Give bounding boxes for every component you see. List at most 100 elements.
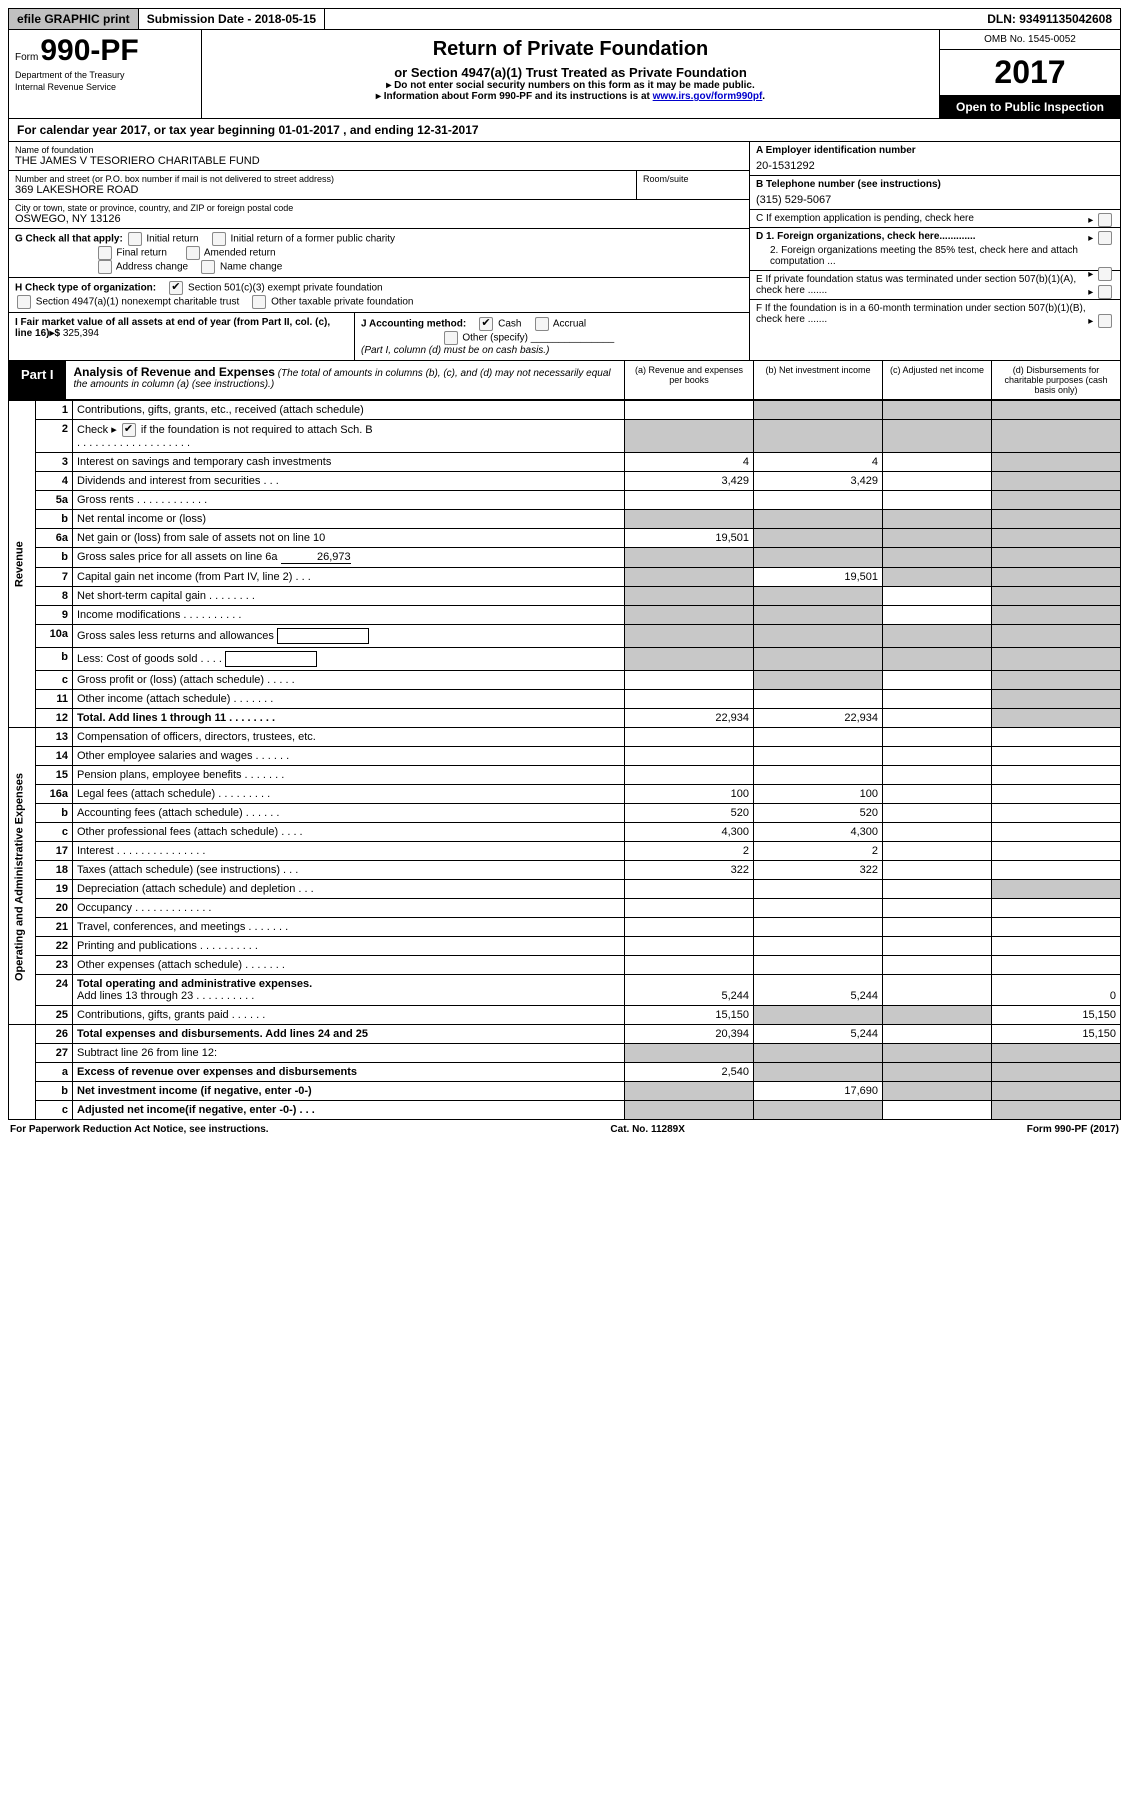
g-opt-4: Address change	[116, 262, 188, 273]
table-row: c Adjusted net income(if negative, enter…	[9, 1101, 1121, 1120]
row-desc: Income modifications . . . . . . . . . .	[73, 606, 625, 625]
e-checkbox[interactable]	[1098, 285, 1112, 299]
city-value: OSWEGO, NY 13126	[15, 213, 743, 225]
f-label: F If the foundation is in a 60-month ter…	[756, 303, 1086, 325]
row-desc: Subtract line 26 from line 12:	[73, 1044, 625, 1063]
row-desc: Contributions, gifts, grants, etc., rece…	[73, 401, 625, 420]
h-other-checkbox[interactable]	[252, 295, 266, 309]
row-num: 1	[36, 401, 73, 420]
row-desc: Other employee salaries and wages . . . …	[73, 747, 625, 766]
table-row: 21 Travel, conferences, and meetings . .…	[9, 918, 1121, 937]
cell-c	[883, 401, 992, 420]
part1-title: Analysis of Revenue and Expenses (The to…	[66, 361, 624, 399]
f-cell: F If the foundation is in a 60-month ter…	[750, 300, 1120, 328]
j-other-checkbox[interactable]	[444, 331, 458, 345]
row-desc: Legal fees (attach schedule) . . . . . .…	[73, 785, 625, 804]
row-desc: Interest . . . . . . . . . . . . . . .	[73, 842, 625, 861]
form-header: Form 990-PF Department of the Treasury I…	[8, 30, 1121, 119]
cell-d: 0	[992, 975, 1121, 1006]
footer-left: For Paperwork Reduction Act Notice, see …	[10, 1124, 269, 1135]
j-accrual-checkbox[interactable]	[535, 317, 549, 331]
row-desc: Taxes (attach schedule) (see instruction…	[73, 861, 625, 880]
g-amended-checkbox[interactable]	[186, 246, 200, 260]
row-desc: Depreciation (attach schedule) and deple…	[73, 880, 625, 899]
cell-a: 520	[625, 804, 754, 823]
instructions-link[interactable]: www.irs.gov/form990pf	[653, 91, 763, 102]
row-num: b	[36, 804, 73, 823]
schb-checkbox[interactable]	[122, 423, 136, 437]
d-cell: D 1. Foreign organizations, check here..…	[750, 228, 1120, 271]
row-desc: Gross profit or (loss) (attach schedule)…	[73, 671, 625, 690]
d1-checkbox[interactable]	[1098, 231, 1112, 245]
table-row: 6a Net gain or (loss) from sale of asset…	[9, 529, 1121, 548]
r2-dots: . . . . . . . . . . . . . . . . . . .	[77, 437, 190, 449]
cell-b: 4	[754, 453, 883, 472]
address-row: Number and street (or P.O. box number if…	[9, 171, 749, 200]
g-initial-checkbox[interactable]	[128, 232, 142, 246]
table-row: 26 Total expenses and disbursements. Add…	[9, 1025, 1121, 1044]
cell-a: 100	[625, 785, 754, 804]
cell-b: 17,690	[754, 1082, 883, 1101]
table-row: 25 Contributions, gifts, grants paid . .…	[9, 1006, 1121, 1025]
table-row: 20 Occupancy . . . . . . . . . . . . .	[9, 899, 1121, 918]
table-row: 22 Printing and publications . . . . . .…	[9, 937, 1121, 956]
ij-row: I Fair market value of all assets at end…	[9, 313, 749, 360]
row-desc: Capital gain net income (from Part IV, l…	[73, 568, 625, 587]
table-row: 5a Gross rents . . . . . . . . . . . .	[9, 491, 1121, 510]
row-num: 9	[36, 606, 73, 625]
header-right: OMB No. 1545-0052 2017 Open to Public In…	[940, 30, 1120, 118]
g-initial-former-checkbox[interactable]	[212, 232, 226, 246]
row-num: 19	[36, 880, 73, 899]
row-num: a	[36, 1063, 73, 1082]
top-bar: efile GRAPHIC print Submission Date - 20…	[8, 8, 1121, 30]
h-501c3-checkbox[interactable]	[169, 281, 183, 295]
row-num: 7	[36, 568, 73, 587]
g-opt-2: Final return	[116, 248, 167, 259]
h-4947-checkbox[interactable]	[17, 295, 31, 309]
row-num: 12	[36, 709, 73, 728]
f-checkbox[interactable]	[1098, 314, 1112, 328]
efile-button[interactable]: efile GRAPHIC print	[9, 9, 139, 29]
cell-b: 520	[754, 804, 883, 823]
row-desc: Net investment income (if negative, ente…	[73, 1082, 625, 1101]
row-desc: Adjusted net income(if negative, enter -…	[73, 1101, 625, 1120]
ein-value: 20-1531292	[756, 156, 1114, 172]
name-label: Name of foundation	[15, 145, 743, 155]
j-cash-checkbox[interactable]	[479, 317, 493, 331]
row-num: b	[36, 1082, 73, 1101]
row-num: 14	[36, 747, 73, 766]
g-name-checkbox[interactable]	[201, 260, 215, 274]
dln: DLN: 93491135042608	[979, 9, 1120, 29]
cell-a: 3,429	[625, 472, 754, 491]
row-num: 6a	[36, 529, 73, 548]
table-row: c Gross profit or (loss) (attach schedul…	[9, 671, 1121, 690]
r6b-desc: Gross sales price for all assets on line…	[77, 551, 278, 563]
table-row: Operating and Administrative Expenses 13…	[9, 728, 1121, 747]
tax-year: 2017	[940, 50, 1120, 96]
table-row: 4 Dividends and interest from securities…	[9, 472, 1121, 491]
cell-d: 15,150	[992, 1025, 1121, 1044]
table-row: 15 Pension plans, employee benefits . . …	[9, 766, 1121, 785]
table-row: 8 Net short-term capital gain . . . . . …	[9, 587, 1121, 606]
row-desc: Total operating and administrative expen…	[73, 975, 625, 1006]
table-row: 7 Capital gain net income (from Part IV,…	[9, 568, 1121, 587]
g-address-checkbox[interactable]	[98, 260, 112, 274]
cell-b	[754, 401, 883, 420]
table-row: 16a Legal fees (attach schedule) . . . .…	[9, 785, 1121, 804]
g-final-checkbox[interactable]	[98, 246, 112, 260]
header-center: Return of Private Foundation or Section …	[202, 30, 940, 118]
arrow-icon	[1088, 215, 1093, 226]
row-num: 16a	[36, 785, 73, 804]
d2-checkbox[interactable]	[1098, 267, 1112, 281]
row-desc: Gross rents . . . . . . . . . . . .	[73, 491, 625, 510]
table-row: b Accounting fees (attach schedule) . . …	[9, 804, 1121, 823]
h-opt-1: Section 501(c)(3) exempt private foundat…	[188, 283, 383, 294]
cell-a: 4	[625, 453, 754, 472]
form-prefix: Form	[15, 52, 38, 63]
row-desc: Other professional fees (attach schedule…	[73, 823, 625, 842]
c-checkbox[interactable]	[1098, 213, 1112, 227]
row-desc: Interest on savings and temporary cash i…	[73, 453, 625, 472]
col-d-head: (d) Disbursements for charitable purpose…	[991, 361, 1120, 399]
table-row: 17 Interest . . . . . . . . . . . . . . …	[9, 842, 1121, 861]
form-number: 990-PF	[40, 34, 138, 68]
